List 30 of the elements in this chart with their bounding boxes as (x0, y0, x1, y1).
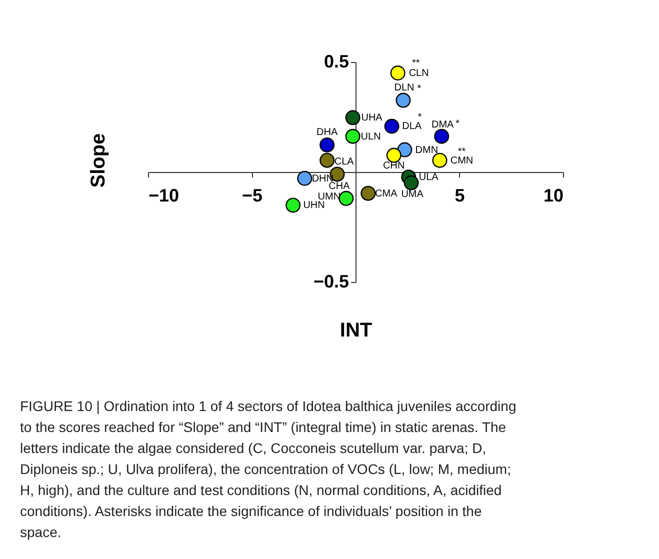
annotation: DMN (415, 144, 438, 156)
annotation: DHA (316, 126, 338, 138)
annotation: CMA (375, 188, 398, 200)
x-tick-label: −5 (242, 186, 263, 206)
x-tick-label: 10 (543, 186, 564, 206)
x-axis-title: INT (340, 320, 372, 342)
annotation: UMA (401, 188, 424, 200)
annotation: CLN (408, 68, 429, 79)
annotation: * (456, 118, 460, 130)
y-tick-label: −0.5 (313, 272, 349, 292)
y-axis-title: Slope (88, 133, 110, 188)
annotation: DLA (402, 121, 422, 132)
x-tick-label: −10 (148, 186, 180, 206)
annotation: UHN (303, 200, 325, 212)
annotation: * (417, 83, 422, 94)
annotation: ** (412, 58, 420, 69)
annotation: CHA (328, 181, 350, 192)
annotation: ULA (418, 172, 439, 184)
annotation: DLN (394, 82, 414, 94)
annotation: DMA (431, 119, 454, 130)
annotation: CLA (334, 156, 354, 168)
y-tick-label: 0.5 (324, 52, 349, 72)
annotation: CMN (450, 155, 474, 166)
caption: FIGURE 10 | Ordination into 1 of 4 sectors of Idotea balthica juveniles according to the scores reached for “Slope” and “INT” (integral time) in static arenas. The letters indicate the algae considered (C, Cocconeis scutellum var. parva; D, Diploneis sp.; U, Ulva prolifera), the concentration of VOCs (L, low; M, medium; H, high), and the culture and test conditions (N, normal conditions, A, acidified conditions). Asterisks indicate the significance of individuals’ position in the space. (20, 398, 516, 540)
annotation: CHN (383, 160, 405, 172)
annotation: ULN (360, 131, 381, 142)
x-tick-label: 5 (454, 186, 465, 206)
annotation: * (418, 112, 422, 124)
annotation: ** (458, 146, 466, 158)
annotation: UHA (361, 112, 383, 124)
